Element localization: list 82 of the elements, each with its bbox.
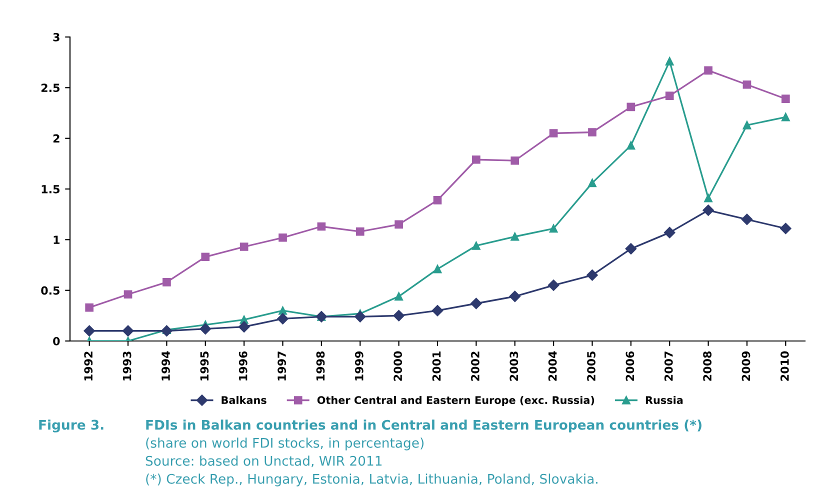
point bbox=[586, 270, 598, 281]
y-tick-label: 0.5 bbox=[41, 286, 60, 295]
point bbox=[549, 224, 558, 233]
point bbox=[356, 227, 364, 236]
point bbox=[549, 129, 558, 138]
point bbox=[780, 222, 792, 234]
point bbox=[470, 298, 482, 310]
y-tick-label: 2 bbox=[53, 134, 60, 143]
point bbox=[510, 156, 520, 165]
x-tick-label: 2000 bbox=[394, 351, 402, 381]
point bbox=[704, 194, 712, 202]
y-tick-label: 1 bbox=[54, 236, 60, 244]
y-tick-label: 0 bbox=[53, 336, 60, 346]
x-tick-label: 2003 bbox=[510, 352, 518, 381]
point bbox=[393, 310, 404, 322]
point bbox=[240, 242, 248, 251]
point bbox=[664, 226, 676, 238]
point bbox=[548, 280, 560, 291]
point bbox=[122, 325, 134, 336]
caption: Figure 3. bbox=[39, 420, 104, 432]
point bbox=[588, 128, 596, 136]
y-tick-label: 1.5 bbox=[42, 185, 60, 194]
point bbox=[201, 252, 210, 262]
x-tick-label: 2001 bbox=[432, 351, 441, 381]
point bbox=[781, 94, 790, 103]
y-tick-label: 2.5 bbox=[41, 84, 60, 92]
text: FDIs in Balkan countries and in Central and Eastern European countries (*) bbox=[146, 420, 702, 432]
point bbox=[510, 232, 520, 241]
x-tick-label: 2006 bbox=[626, 351, 634, 381]
x-tick-label: 1998 bbox=[316, 351, 325, 380]
point bbox=[702, 204, 714, 216]
point bbox=[85, 303, 94, 312]
point bbox=[394, 292, 403, 301]
point bbox=[472, 242, 480, 250]
x-tick-label: 2007 bbox=[664, 352, 673, 381]
x-tick-label: 1996 bbox=[238, 351, 248, 380]
text: (share on world FDI stocks, in percentage) bbox=[146, 438, 424, 450]
point bbox=[238, 321, 250, 332]
point bbox=[626, 141, 636, 150]
x-tick-label: 1994 bbox=[162, 351, 170, 380]
point bbox=[472, 155, 480, 164]
point bbox=[588, 178, 596, 188]
x-tick-label: 1992 bbox=[84, 352, 93, 380]
point bbox=[84, 325, 95, 336]
point bbox=[433, 264, 442, 274]
x-tick-label: 1997 bbox=[278, 352, 286, 380]
x-tick-label: 2002 bbox=[471, 352, 480, 381]
point bbox=[200, 323, 211, 334]
point bbox=[625, 243, 637, 254]
x-tick-label: 1993 bbox=[122, 352, 132, 380]
point bbox=[665, 57, 674, 66]
point bbox=[509, 290, 520, 302]
point bbox=[626, 102, 636, 112]
point bbox=[394, 220, 403, 229]
point bbox=[124, 290, 132, 299]
point bbox=[781, 112, 790, 122]
x-tick-label: 2009 bbox=[742, 351, 750, 381]
x-tick-label: 1999 bbox=[354, 351, 364, 380]
legend-label: Russia bbox=[646, 396, 683, 404]
legend-label: Balkans bbox=[222, 396, 266, 404]
source-note: Source: based on Unctad, WIR 2011 bbox=[146, 456, 382, 468]
x-tick-label: 2008 bbox=[703, 351, 712, 381]
point bbox=[665, 92, 674, 100]
point bbox=[742, 80, 752, 89]
x-tick-label: 2010 bbox=[780, 351, 789, 381]
x-tick-label: 1995 bbox=[200, 352, 209, 380]
point bbox=[278, 306, 287, 315]
point bbox=[741, 214, 753, 226]
y-tick-label: 3 bbox=[53, 32, 60, 42]
point bbox=[742, 120, 752, 130]
point bbox=[704, 66, 712, 75]
point bbox=[432, 304, 444, 316]
point bbox=[354, 311, 366, 322]
x-tick-label: 2005 bbox=[587, 352, 596, 381]
x-tick-label: 2004 bbox=[548, 351, 557, 381]
point bbox=[277, 313, 288, 324]
point bbox=[433, 196, 442, 204]
text: (*) Czeck Rep., Hungary, Estonia, Latvia, Lithuania, Poland, Slovakia. bbox=[146, 474, 598, 486]
point bbox=[278, 233, 287, 242]
point bbox=[162, 278, 171, 286]
legend-label: Other Central and Eastern Europe (exc. Russia) bbox=[317, 396, 594, 406]
point bbox=[317, 222, 326, 231]
